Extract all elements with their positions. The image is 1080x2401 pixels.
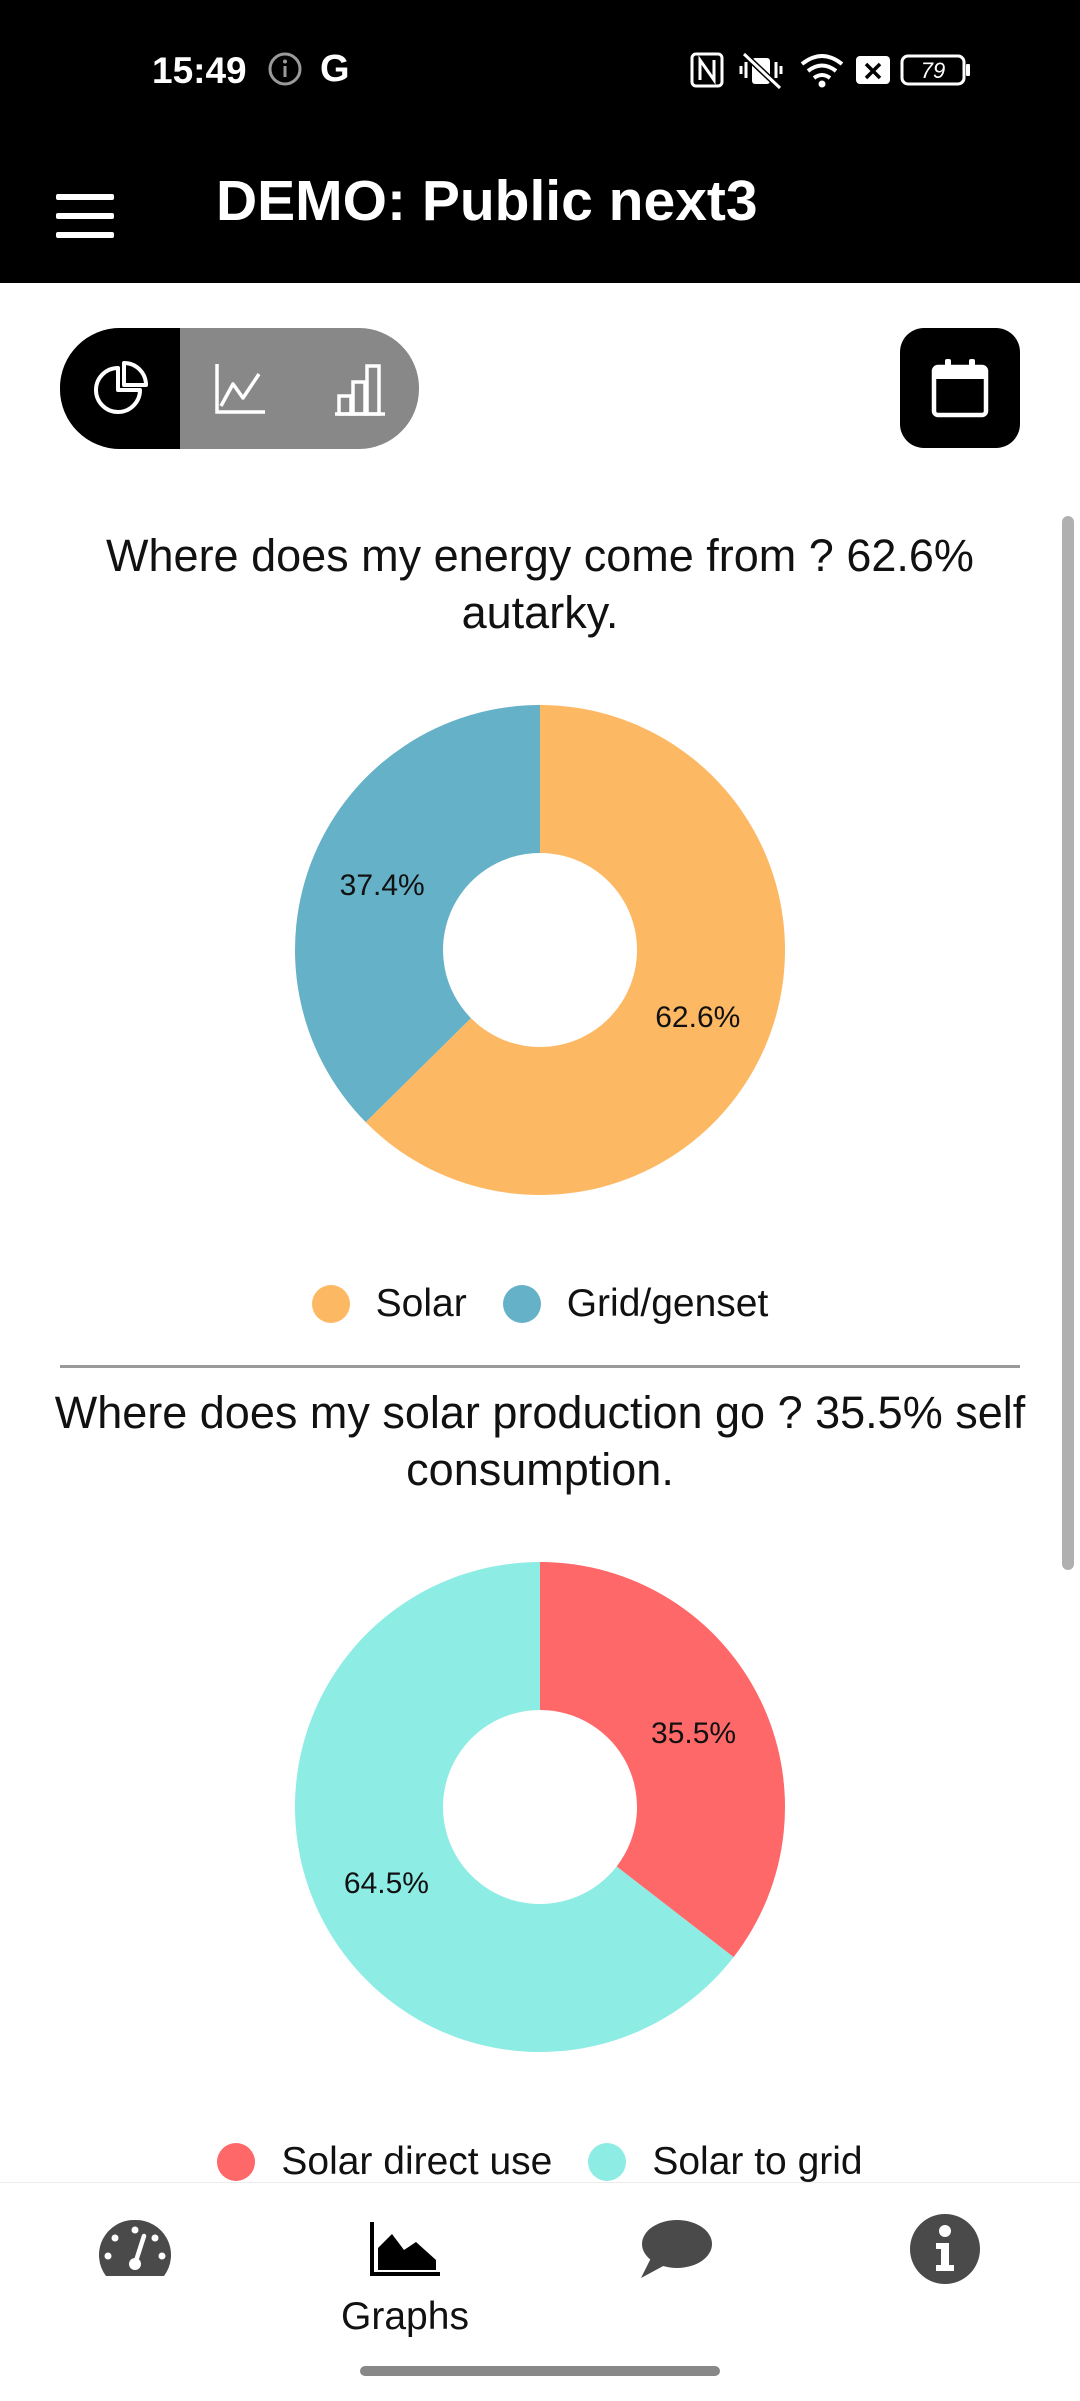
pie-slice-solar[interactable] xyxy=(365,705,785,1195)
line-chart-icon xyxy=(215,363,265,414)
calendar-button[interactable] xyxy=(900,328,1020,448)
chart-type-toggle xyxy=(60,328,419,449)
nav-label: Graphs xyxy=(341,2295,469,2338)
nav-graphs[interactable]: Graphs xyxy=(305,2183,505,2353)
legend-item-grid-genset[interactable]: Grid/genset xyxy=(502,1282,769,1326)
legend-item-solar-to-grid[interactable]: Solar to grid xyxy=(588,2140,863,2184)
legend-swatch xyxy=(311,1285,350,1323)
nfc-icon xyxy=(690,52,724,88)
page-title: DEMO: Public next3 xyxy=(216,169,758,233)
bar-chart-icon xyxy=(334,363,385,416)
nav-dashboard[interactable] xyxy=(35,2183,235,2353)
status-icons: 79 xyxy=(690,51,970,90)
legend-item-solar[interactable]: Solar xyxy=(311,1282,467,1326)
pie-slice-solar-direct-use[interactable] xyxy=(540,1562,785,1958)
slice-value-label: 62.6% xyxy=(655,1001,740,1034)
slice-value-label: 37.4% xyxy=(340,869,425,902)
nav-info[interactable] xyxy=(845,2183,1045,2353)
nav-chat[interactable] xyxy=(575,2183,775,2353)
app-bar: DEMO: Public next3 xyxy=(0,140,1080,283)
pie-slice-grid-genset[interactable] xyxy=(295,705,540,1123)
chart-1-legend: Solar Grid/genset xyxy=(0,1282,1080,1326)
wifi-icon xyxy=(800,54,844,88)
home-indicator xyxy=(360,2366,720,2376)
graphs-area-chart-icon xyxy=(370,2222,440,2276)
battery-icon: 79 xyxy=(900,54,970,86)
scrollbar[interactable] xyxy=(1062,516,1074,1570)
hamburger-menu-icon[interactable] xyxy=(56,178,114,242)
status-time: 15:49 xyxy=(152,50,247,91)
legend-label: Solar xyxy=(375,1282,467,1325)
slice-value-label: 35.5% xyxy=(651,1717,736,1750)
dashboard-gauge-icon xyxy=(98,2219,172,2276)
bottom-navigation: Graphs xyxy=(0,2182,1080,2401)
legend-item-solar-direct-use[interactable]: Solar direct use xyxy=(217,2140,552,2184)
legend-label: Grid/genset xyxy=(566,1282,769,1325)
section-divider xyxy=(60,1365,1020,1368)
slice-value-label: 64.5% xyxy=(344,1867,429,1900)
legend-swatch xyxy=(588,2143,627,2181)
legend-swatch xyxy=(217,2143,256,2181)
vibrate-icon xyxy=(739,51,783,90)
solar-usage-donut-chart: 35.5% 64.5% xyxy=(294,1562,785,2052)
info-circle-icon xyxy=(910,2214,980,2284)
no-sim-icon xyxy=(856,56,890,84)
bar-chart-tab[interactable] xyxy=(300,328,419,449)
pie-chart-tab[interactable] xyxy=(60,328,180,449)
legend-swatch xyxy=(502,1285,541,1323)
pie-slice-solar-to-grid[interactable] xyxy=(294,1562,734,2052)
legend-label: Solar to grid xyxy=(652,2140,863,2183)
chart-2-legend: Solar direct use Solar to grid xyxy=(0,2140,1080,2184)
google-icon: G xyxy=(320,48,350,90)
calendar-icon xyxy=(931,359,989,418)
status-bar: 15:49 G xyxy=(0,0,1080,140)
legend-label: Solar direct use xyxy=(281,2140,553,2183)
pie-chart-icon xyxy=(94,360,148,414)
info-icon xyxy=(268,52,302,86)
energy-source-donut-chart: 62.6% 37.4% xyxy=(295,705,785,1195)
chart-1-title: Where does my energy come from ? 62.6% a… xyxy=(106,530,974,638)
line-chart-tab[interactable] xyxy=(180,328,300,449)
chart-2-title: Where does my solar production go ? 35.5… xyxy=(54,1387,1026,1495)
chat-bubble-icon xyxy=(641,2220,712,2278)
svg-text:79: 79 xyxy=(921,58,945,83)
